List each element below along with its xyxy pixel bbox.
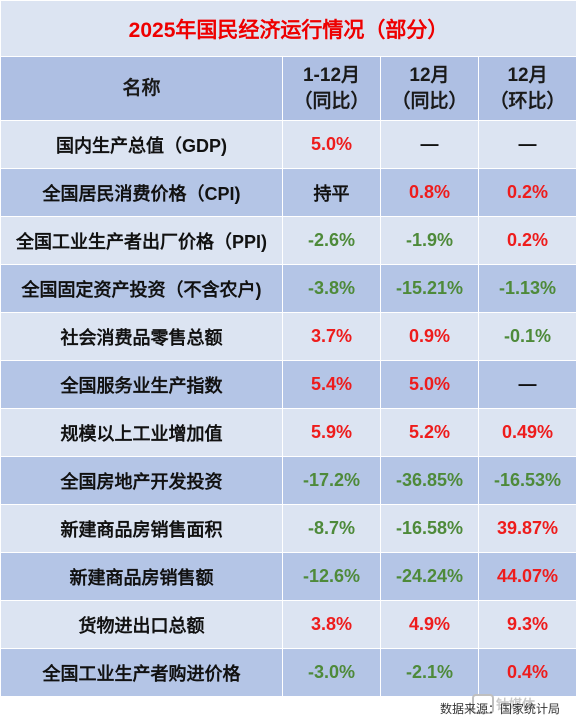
value-dec-yoy: -1.9%	[380, 216, 479, 265]
indicator-name: 国内生产总值（GDP)	[0, 120, 283, 169]
value-ytd-yoy: 持平	[282, 168, 381, 217]
table-row: 全国工业生产者购进价格 -3.0% -2.1% 0.4%	[0, 648, 576, 697]
value-ytd-yoy: -12.6%	[282, 552, 381, 601]
value-ytd-yoy: 5.9%	[282, 408, 381, 457]
table-row: 全国工业生产者出厂价格（PPI) -2.6% -1.9% 0.2%	[0, 216, 576, 265]
economy-table: 2025年国民经济运行情况（部分） 名称 1-12月 （同比） 12月 （同比）…	[0, 0, 576, 697]
indicator-name: 全国服务业生产指数	[0, 360, 283, 409]
value-dec-yoy: -15.21%	[380, 264, 479, 313]
table-row: 新建商品房销售面积 -8.7% -16.58% 39.87%	[0, 504, 576, 553]
table-row: 规模以上工业增加值 5.9% 5.2% 0.49%	[0, 408, 576, 457]
value-dec-mom: 0.49%	[477, 408, 576, 457]
value-ytd-yoy: 5.0%	[282, 120, 381, 169]
header-col2-line1: 12月	[409, 64, 450, 86]
value-dec-yoy: 4.9%	[380, 600, 479, 649]
value-dec-yoy: -16.58%	[380, 504, 479, 553]
table-row: 货物进出口总额 3.8% 4.9% 9.3%	[0, 600, 576, 649]
indicator-name: 货物进出口总额	[0, 600, 283, 649]
header-col2-line2: （同比）	[391, 90, 468, 112]
header-row: 名称 1-12月 （同比） 12月 （同比） 12月 （环比）	[0, 56, 576, 121]
value-dec-mom: -1.13%	[477, 264, 576, 313]
value-dec-mom: —	[477, 360, 576, 409]
header-col3-line1: 12月	[507, 64, 548, 86]
table-row: 全国居民消费价格（CPI) 持平 0.8% 0.2%	[0, 168, 576, 217]
value-dec-mom: -0.1%	[477, 312, 576, 361]
value-ytd-yoy: -2.6%	[282, 216, 381, 265]
indicator-name: 全国工业生产者出厂价格（PPI)	[0, 216, 283, 265]
value-dec-yoy: 0.9%	[380, 312, 479, 361]
value-dec-yoy: 0.8%	[380, 168, 479, 217]
value-dec-mom: 0.2%	[477, 216, 576, 265]
value-dec-mom: 44.07%	[477, 552, 576, 601]
table-title: 2025年国民经济运行情况（部分）	[0, 0, 576, 57]
data-source: 数据来源：国家统计局	[440, 702, 561, 716]
indicator-name: 全国房地产开发投资	[0, 456, 283, 505]
header-col3-line2: （环比）	[489, 90, 566, 112]
value-ytd-yoy: 5.4%	[282, 360, 381, 409]
table-row: 国内生产总值（GDP) 5.0% — —	[0, 120, 576, 169]
table-row: 新建商品房销售额 -12.6% -24.24% 44.07%	[0, 552, 576, 601]
indicator-name: 全国固定资产投资（不含农户)	[0, 264, 283, 313]
value-ytd-yoy: 3.8%	[282, 600, 381, 649]
indicator-name: 社会消费品零售总额	[0, 312, 283, 361]
indicator-name: 新建商品房销售面积	[0, 504, 283, 553]
tmtpost-logo-icon	[472, 694, 494, 714]
value-ytd-yoy: -3.8%	[282, 264, 381, 313]
value-dec-mom: 9.3%	[477, 600, 576, 649]
header-col1-line2: （同比）	[293, 90, 370, 112]
logo-text: 钛媒体	[496, 697, 536, 712]
indicator-name: 规模以上工业增加值	[0, 408, 283, 457]
value-ytd-yoy: -3.0%	[282, 648, 381, 697]
header-name: 名称	[0, 56, 283, 121]
value-dec-mom: 0.4%	[477, 648, 576, 697]
table-row: 全国固定资产投资（不含农户) -3.8% -15.21% -1.13%	[0, 264, 576, 313]
header-col1-line1: 1-12月	[302, 64, 361, 86]
value-dec-mom: 39.87%	[477, 504, 576, 553]
value-dec-yoy: 5.2%	[380, 408, 479, 457]
value-dec-mom: -16.53%	[477, 456, 576, 505]
value-ytd-yoy: 3.7%	[282, 312, 381, 361]
value-ytd-yoy: -17.2%	[282, 456, 381, 505]
value-dec-yoy: —	[380, 120, 479, 169]
header-col1: 1-12月 （同比）	[282, 56, 381, 121]
table-row: 全国房地产开发投资 -17.2% -36.85% -16.53%	[0, 456, 576, 505]
value-dec-yoy: -2.1%	[380, 648, 479, 697]
header-col2: 12月 （同比）	[380, 56, 479, 121]
table-row: 社会消费品零售总额 3.7% 0.9% -0.1%	[0, 312, 576, 361]
value-dec-mom: 0.2%	[477, 168, 576, 217]
value-ytd-yoy: -8.7%	[282, 504, 381, 553]
value-dec-yoy: -36.85%	[380, 456, 479, 505]
value-dec-yoy: -24.24%	[380, 552, 479, 601]
table-row: 全国服务业生产指数 5.4% 5.0% —	[0, 360, 576, 409]
indicator-name: 全国居民消费价格（CPI)	[0, 168, 283, 217]
indicator-name: 新建商品房销售额	[0, 552, 283, 601]
data-table-container: 2025年国民经济运行情况（部分） 名称 1-12月 （同比） 12月 （同比）…	[0, 0, 576, 697]
value-dec-yoy: 5.0%	[380, 360, 479, 409]
value-dec-mom: —	[477, 120, 576, 169]
footer: 钛媒体 数据来源：国家统计局	[436, 694, 576, 719]
indicator-name: 全国工业生产者购进价格	[0, 648, 283, 697]
title-row: 2025年国民经济运行情况（部分）	[0, 0, 576, 57]
header-col3: 12月 （环比）	[477, 56, 576, 121]
